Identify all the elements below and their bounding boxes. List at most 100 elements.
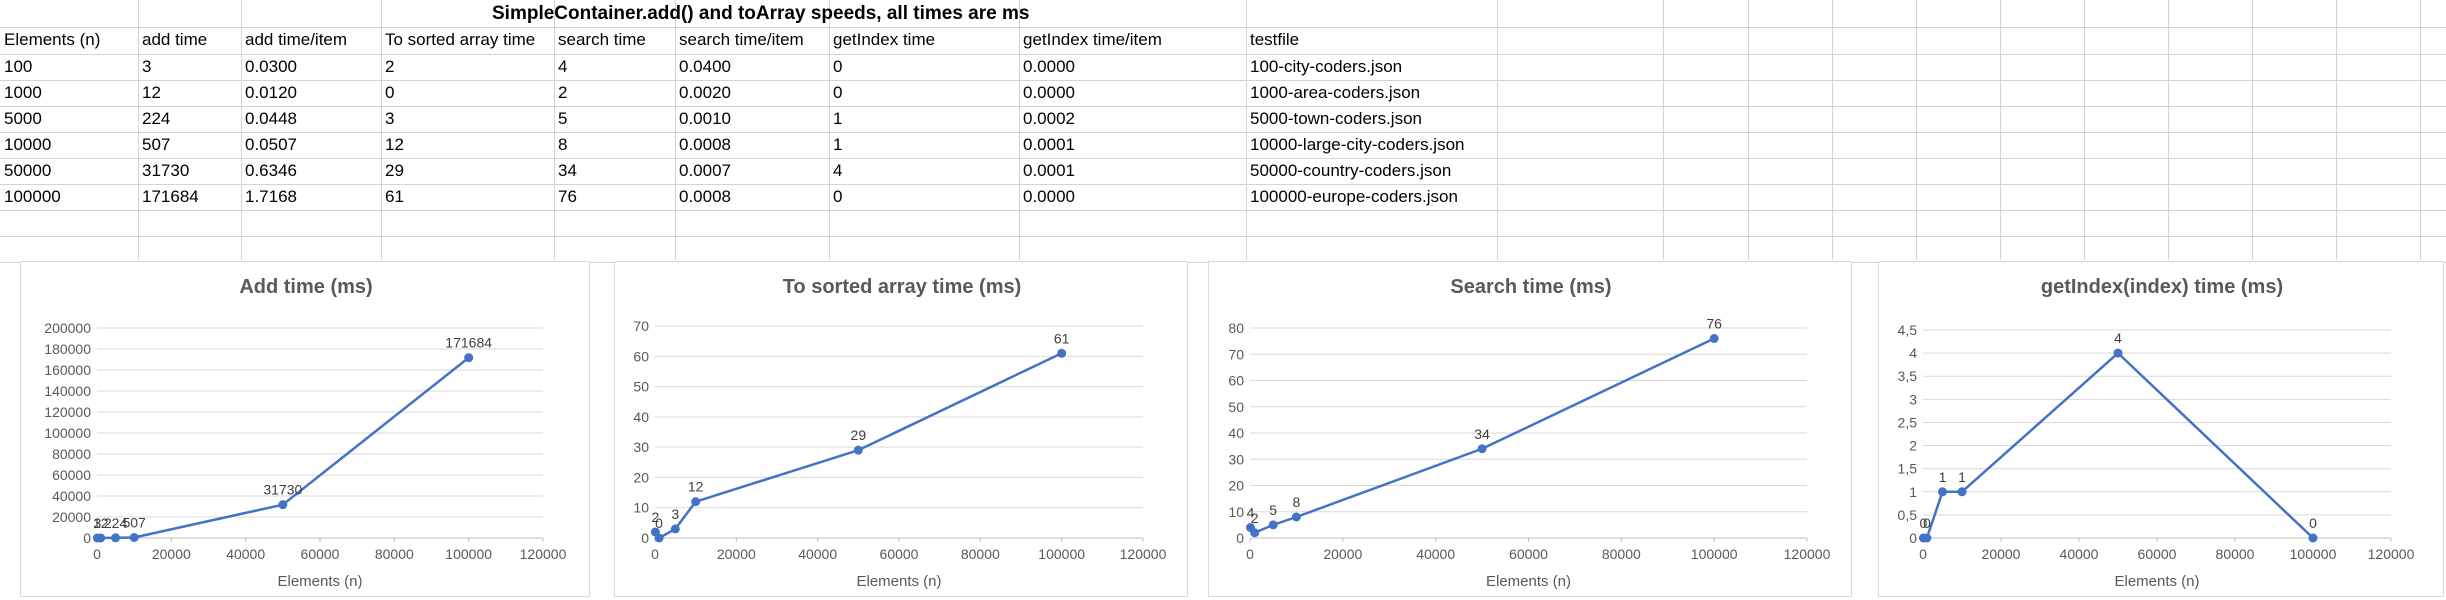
table-cell[interactable]: 0.0300	[245, 57, 297, 76]
y-tick-label: 30	[1228, 451, 1244, 467]
y-tick-label: 80	[1228, 320, 1244, 336]
table-cell[interactable]: 50000	[4, 161, 52, 180]
table-cell[interactable]: 4	[833, 161, 843, 180]
x-tick-label: 120000	[520, 546, 567, 562]
table-cell[interactable]: 0.0000	[1023, 187, 1075, 206]
table-cell[interactable]: 0.0001	[1023, 161, 1075, 180]
table-cell[interactable]: 5	[558, 109, 568, 128]
table-cell[interactable]: 100000-europe-coders.json	[1250, 187, 1458, 206]
column-divider	[2420, 0, 2421, 260]
table-cell[interactable]: 0	[833, 83, 843, 102]
table-cell[interactable]: 0.6346	[245, 161, 297, 180]
table-cell[interactable]: 0.0507	[245, 135, 297, 154]
x-tick-label: 20000	[717, 546, 756, 562]
table-cell[interactable]: 2	[385, 57, 395, 76]
data-label: 5	[1269, 502, 1277, 518]
table-cell[interactable]: 224	[142, 109, 171, 128]
table-cell[interactable]: 0	[833, 57, 843, 76]
header-cell[interactable]: add time	[142, 30, 208, 49]
y-tick-label: 4,5	[1898, 322, 1918, 338]
column-divider	[1748, 0, 1749, 260]
header-cell[interactable]: Elements (n)	[4, 30, 101, 49]
table-cell[interactable]: 0	[833, 187, 843, 206]
table-cell[interactable]: 0.0007	[679, 161, 731, 180]
data-point	[1957, 487, 1967, 497]
table-cell[interactable]: 0.0448	[245, 109, 297, 128]
table-cell[interactable]: 0.0010	[679, 109, 731, 128]
table-cell[interactable]: 76	[558, 187, 577, 206]
table-cell[interactable]: 1	[833, 135, 843, 154]
getindex-time-chart[interactable]: getIndex(index) time (ms) 0 0,5 1 1,5 2 2,5 3 3,…	[1878, 261, 2444, 597]
table-cell[interactable]: 1000	[4, 83, 42, 102]
table-cell[interactable]: 10000-large-city-coders.json	[1250, 135, 1465, 154]
table-cell[interactable]: 8	[558, 135, 568, 154]
x-tick-label: 40000	[2060, 546, 2099, 562]
table-cell[interactable]: 50000-country-coders.json	[1250, 161, 1452, 180]
search-time-chart[interactable]: Search time (ms) 0 10 20 30 40 50 60 70 80 0 20000 4…	[1208, 261, 1852, 597]
header-cell[interactable]: search time/item	[679, 30, 804, 49]
table-cell[interactable]: 0.0002	[1023, 109, 1075, 128]
table-cell[interactable]: 0.0001	[1023, 135, 1075, 154]
table-cell[interactable]: 3	[142, 57, 152, 76]
data-point	[1477, 444, 1487, 454]
y-tick-label: 0	[1236, 530, 1244, 546]
add-time-chart[interactable]: Add time (ms) 0 20000 40000 60000 80000 100000…	[20, 261, 590, 597]
header-cell[interactable]: getIndex time	[833, 30, 936, 49]
y-tick-label: 20	[633, 469, 649, 485]
chart-title: Search time (ms)	[1450, 276, 1611, 298]
table-cell[interactable]: 34	[558, 161, 577, 180]
table-cell[interactable]: 0.0000	[1023, 83, 1075, 102]
header-cell[interactable]: To sorted array time	[385, 30, 536, 49]
header-cell[interactable]: search time	[558, 30, 646, 49]
table-cell[interactable]: 171684	[142, 187, 199, 206]
table-cell[interactable]: 5000-town-coders.json	[1250, 109, 1422, 128]
table-cell[interactable]: 10000	[4, 135, 52, 154]
x-axis-label: Elements (n)	[2114, 573, 2199, 590]
table-cell[interactable]: 0.0008	[679, 187, 731, 206]
column-divider	[1916, 0, 1917, 260]
table-cell[interactable]: 0.0020	[679, 83, 731, 102]
table-cell[interactable]: 1000-area-coders.json	[1250, 83, 1421, 102]
y-tick-label: 3,5	[1898, 368, 1918, 384]
table-cell[interactable]: 100000	[4, 187, 61, 206]
table-cell[interactable]: 0.0000	[1023, 57, 1075, 76]
table-cell[interactable]: 507	[142, 135, 171, 154]
table-cell[interactable]: 100-city-coders.json	[1250, 57, 1403, 76]
table-cell[interactable]: 4	[558, 57, 568, 76]
y-tick-label: 20000	[52, 509, 91, 525]
table-cell[interactable]: 31730	[142, 161, 190, 180]
table-cell[interactable]: 12	[385, 135, 404, 154]
data-label: 0	[655, 515, 663, 531]
x-axis-label: Elements (n)	[277, 573, 362, 590]
table-cell[interactable]: 0	[385, 83, 395, 102]
table-cell[interactable]: 61	[385, 187, 404, 206]
data-point	[853, 445, 863, 455]
to-sorted-array-time-chart[interactable]: To sorted array time (ms) 0 10 20 30 40 50 60 70…	[614, 261, 1188, 597]
table-cell[interactable]: 100	[4, 57, 33, 76]
table-cell[interactable]: 29	[385, 161, 404, 180]
y-tick-label: 140000	[44, 383, 91, 399]
table-cell[interactable]: 12	[142, 83, 161, 102]
data-point	[96, 533, 106, 543]
sheet-title[interactable]: SimpleContainer.add() and toArray speeds…	[492, 3, 1030, 24]
table-cell[interactable]: 2	[558, 83, 568, 102]
column-divider	[1019, 0, 1020, 260]
table-cell[interactable]: 0.0008	[679, 135, 731, 154]
table-cell[interactable]: 3	[385, 109, 395, 128]
y-tick-label: 60000	[52, 467, 91, 483]
header-cell[interactable]: getIndex time/item	[1023, 30, 1162, 49]
table-cell[interactable]: 0.0400	[679, 57, 731, 76]
table-cell[interactable]: 1	[833, 109, 843, 128]
table-cell[interactable]: 1.7168	[245, 187, 297, 206]
data-point	[1938, 487, 1947, 497]
y-tick-label: 10	[633, 500, 649, 516]
row-divider	[0, 54, 2446, 55]
table-cell[interactable]: 5000	[4, 109, 42, 128]
data-label: 4	[1247, 505, 1255, 521]
table-cell[interactable]: 0.0120	[245, 83, 297, 102]
x-tick-label: 60000	[301, 546, 340, 562]
chart-svg: To sorted array time (ms)010203040506070…	[633, 276, 1166, 590]
header-cell[interactable]: add time/item	[245, 30, 348, 49]
header-cell[interactable]: testfile	[1250, 30, 1300, 49]
